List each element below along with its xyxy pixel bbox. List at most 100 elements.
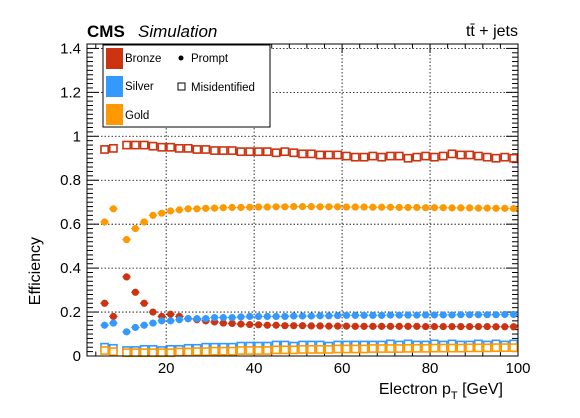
bronze-misid-point — [148, 141, 158, 151]
bronze-prompt-point — [263, 321, 271, 329]
gold-prompt-point — [158, 209, 166, 217]
gold-prompt-point — [483, 204, 491, 212]
gold-misid-point — [509, 343, 519, 353]
bronze-misid-point — [377, 152, 387, 162]
silver-prompt-point — [316, 312, 324, 320]
legend-misid-marker — [177, 82, 186, 91]
silver-prompt-point — [263, 312, 271, 321]
gold-misid-point — [438, 343, 448, 353]
y-tick-label: 0.4 — [60, 260, 81, 277]
gold-misid-point — [359, 344, 369, 354]
silver-prompt-point — [202, 315, 210, 323]
gold-prompt-point — [246, 203, 254, 211]
silver-prompt-point — [386, 311, 395, 319]
bronze-prompt-point — [149, 308, 157, 316]
gold-prompt-point — [122, 235, 131, 244]
gold-prompt-point — [342, 203, 351, 211]
silver-prompt-point — [413, 311, 421, 319]
bronze-prompt-point — [342, 322, 351, 330]
silver-prompt-point — [219, 313, 227, 322]
x-tick-label: 60 — [334, 360, 351, 377]
bronze-misid-point — [412, 152, 422, 162]
bronze-misid-point — [350, 152, 360, 162]
bronze-prompt-point — [298, 322, 307, 330]
gold-misid-point — [342, 344, 351, 354]
y-axis-title: Efficiency — [27, 237, 44, 305]
bronze-misid-point — [342, 151, 351, 161]
bronze-misid-point — [100, 145, 109, 154]
experiment-label: CMS — [87, 22, 125, 41]
silver-prompt-point — [175, 316, 183, 324]
bronze-misid-point — [474, 151, 483, 161]
gold-misid-point — [368, 344, 378, 353]
silver-prompt-point — [237, 313, 245, 321]
bronze-prompt-point — [466, 322, 474, 331]
gold-prompt-point — [422, 204, 430, 212]
silver-prompt-point — [307, 312, 315, 320]
legend: Bronze Prompt Silver Misidentified Gold — [102, 44, 271, 128]
gold-misid-point — [482, 343, 492, 353]
bronze-prompt-point — [228, 319, 236, 328]
bronze-prompt-point — [360, 322, 368, 330]
x-tick-label: 80 — [422, 360, 439, 377]
gold-misid-point — [139, 348, 149, 358]
gold-misid-point — [306, 345, 316, 354]
silver-prompt-point — [501, 310, 509, 319]
bronze-misid-point — [482, 152, 492, 162]
silver-prompt-point — [448, 311, 456, 319]
gold-prompt-point — [307, 202, 315, 211]
bronze-misid-point — [403, 153, 413, 163]
gold-misid-point — [254, 346, 263, 355]
bronze-misid-point — [368, 151, 378, 161]
tick-labels: 20 40 60 80 100 0 0.2 0.4 0.6 0.8 1 1.2 1.4 — [60, 40, 530, 377]
bronze-misid-point — [359, 152, 369, 162]
gold-prompt-point — [290, 202, 298, 211]
legend-gold-label: Gold — [125, 110, 149, 122]
silver-prompt-point — [422, 311, 430, 319]
bronze-misid-point — [108, 143, 118, 153]
bronze-prompt-point — [219, 319, 227, 327]
gold-prompt-point — [202, 204, 210, 212]
bronze-prompt-point — [246, 320, 254, 329]
y-tick-label: 0.2 — [60, 304, 81, 321]
gold-misid-point — [157, 348, 167, 358]
silver-prompt-point — [439, 311, 447, 319]
silver-prompt-point — [457, 311, 465, 319]
silver-prompt-point — [290, 312, 298, 320]
bronze-prompt-point — [510, 323, 518, 331]
silver-prompt-point — [100, 321, 109, 329]
gold-prompt-point — [510, 204, 518, 213]
legend-bronze-swatch — [106, 48, 123, 69]
silver-prompt-point — [149, 319, 157, 327]
bronze-misid-point — [465, 150, 475, 160]
bronze-prompt-point — [483, 322, 491, 331]
silver-prompt-point — [474, 311, 483, 319]
gold-prompt-point — [386, 203, 395, 211]
bronze-misid-point — [333, 150, 343, 160]
gold-misid-point — [100, 346, 109, 355]
silver-prompt-point — [109, 319, 117, 327]
gold-prompt-point — [369, 203, 377, 211]
silver-prompt-point — [254, 312, 263, 321]
bronze-prompt-point — [378, 322, 386, 330]
bronze-misid-point — [500, 152, 510, 162]
bronze-misid-point — [166, 142, 175, 152]
gold-misid-point — [262, 346, 272, 355]
gold-misid-point — [430, 343, 439, 353]
bronze-misid-point — [227, 146, 237, 155]
silver-prompt-point — [351, 311, 359, 319]
gold-misid-point — [227, 346, 237, 356]
process-label: tt̄ + jets — [466, 23, 518, 40]
gold-prompt-point — [140, 218, 148, 226]
bronze-misid-point — [280, 147, 290, 157]
gold-prompt-point — [351, 203, 359, 211]
silver-prompt-point — [430, 311, 439, 319]
gold-prompt-point — [210, 204, 219, 212]
legend-silver-label: Silver — [125, 81, 154, 93]
gold-prompt-point — [219, 204, 227, 212]
gold-misid-point — [465, 343, 475, 353]
gold-prompt-point — [378, 203, 386, 211]
gold-misid-point — [218, 346, 228, 356]
gold-prompt-point — [272, 203, 280, 211]
